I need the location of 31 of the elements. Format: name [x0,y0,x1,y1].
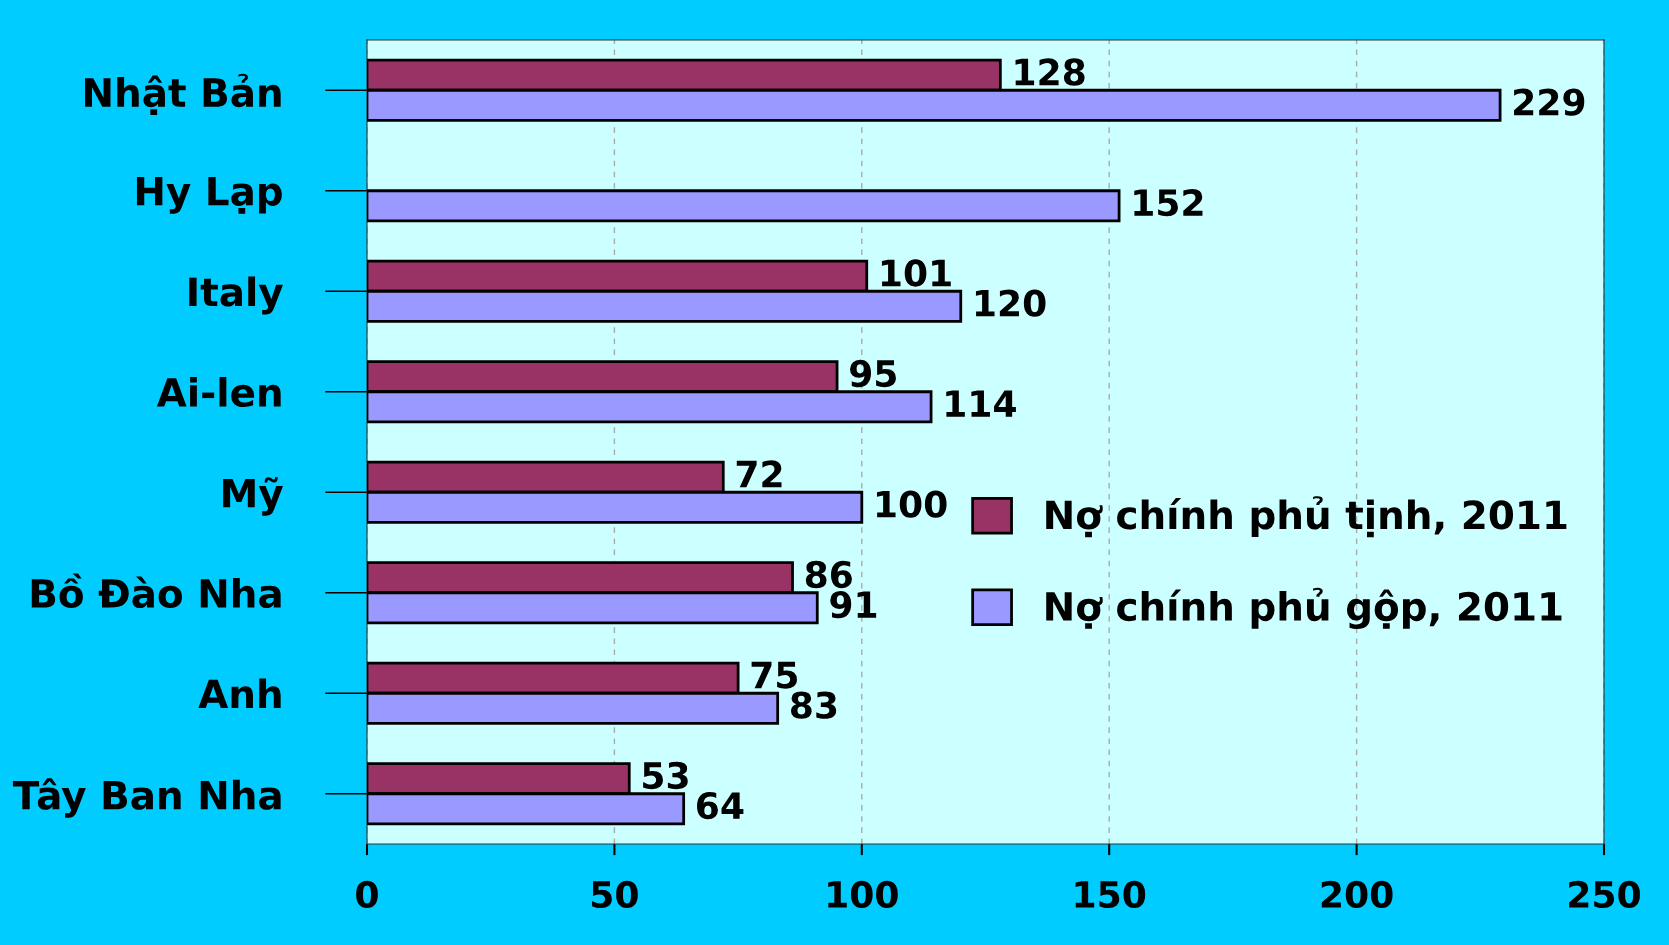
data-label: 91 [830,591,877,619]
data-label: 75 [751,661,797,689]
data-label: 72 [736,460,782,488]
data-label: 114 [946,390,1016,417]
y-tick-label: Tây Ban Nha [12,778,281,818]
legend-label: Nợ chính phủ tịnh, 2011 [1046,496,1567,538]
y-tick-label: Nhật Bản [85,73,281,115]
data-label: 100 [876,490,947,518]
data-label: 229 [1514,88,1585,116]
data-label: 101 [881,259,951,287]
x-tick-label: 0 [356,880,378,909]
y-tick-label: Italy [189,276,283,315]
data-label: 152 [1134,188,1203,217]
data-label: 53 [643,761,688,790]
data-label: 95 [850,359,896,388]
y-tick-label: Ai-len [156,376,281,408]
x-tick-label: 200 [1321,880,1393,909]
x-tick-label: 250 [1569,880,1640,909]
y-tick-label: Hy Lạp [136,177,282,214]
data-label: 83 [791,691,837,719]
x-tick-label: 150 [1075,880,1146,909]
x-tick-label: 50 [592,880,638,909]
data-label: 120 [975,289,1046,317]
x-tick-label: 100 [828,880,898,909]
data-label: 128 [1015,58,1085,86]
data-label: 86 [805,560,852,589]
legend-label: Nợ chính phủ gộp, 2011 [1046,587,1562,629]
y-tick-label: Bồ Đào Nha [31,573,281,609]
y-tick-label: Anh [198,678,281,709]
y-tick-label: Mỹ [223,477,283,516]
data-label: 64 [697,792,744,820]
